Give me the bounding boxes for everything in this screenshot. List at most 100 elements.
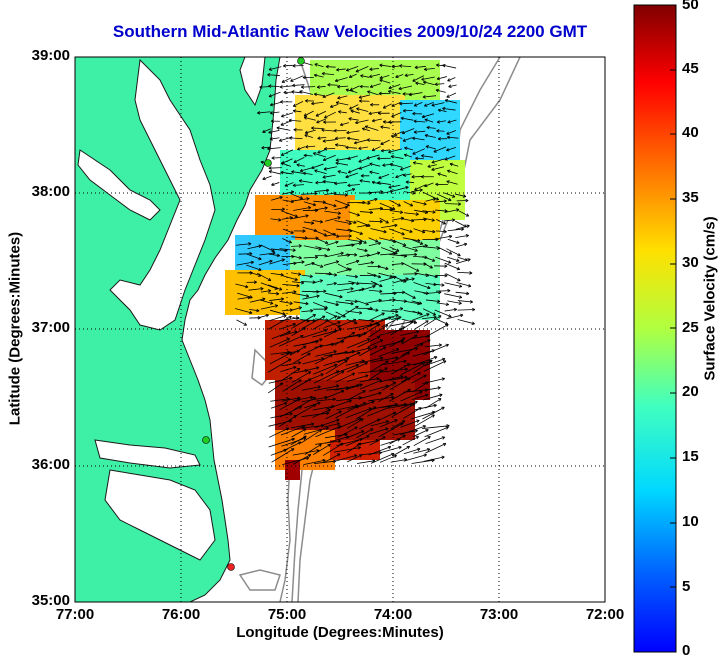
velocity-arrow-head	[369, 407, 372, 411]
velocity-arrow	[345, 89, 358, 94]
velocity-arrow-head	[434, 356, 438, 360]
velocity-arrow	[325, 233, 336, 237]
velocity-arrow	[380, 446, 402, 453]
velocity-arrow-head	[346, 357, 350, 361]
velocity-arrow	[400, 362, 426, 375]
velocity-arrow	[282, 283, 300, 287]
velocity-arrow-head	[357, 334, 361, 338]
velocity-arrow-head	[304, 134, 308, 136]
velocity-arrow-head	[430, 360, 433, 364]
velocity-arrow-head	[414, 273, 418, 276]
velocity-arrow-head	[356, 107, 360, 109]
velocity-arrow	[380, 368, 408, 373]
velocity-arrow-head	[351, 244, 355, 247]
velocity-arrow	[314, 74, 324, 78]
velocity-arrow	[448, 84, 457, 88]
velocity-arrow	[334, 206, 348, 211]
velocity-arrow	[293, 207, 311, 211]
velocity-arrow-head	[366, 254, 370, 258]
velocity-arrow-head	[348, 267, 352, 270]
velocity-arrow-head	[395, 251, 398, 254]
velocity-arrow	[414, 65, 426, 69]
velocity-arrow-head	[379, 206, 383, 209]
velocity-arrow	[279, 248, 296, 251]
velocity-arrow	[269, 170, 282, 175]
colorbar-tick-label: 40	[682, 124, 699, 141]
velocity-arrow-head	[314, 63, 318, 67]
velocity-arrow-head	[466, 213, 470, 217]
velocity-arrow	[359, 211, 373, 213]
velocity-arrow	[312, 220, 323, 223]
velocity-arrow	[304, 117, 316, 121]
velocity-arrow	[292, 404, 317, 418]
velocity-arrow-head	[379, 291, 383, 294]
velocity-arrow-head	[436, 76, 440, 80]
velocity-arrow	[431, 158, 445, 163]
velocity-arrow-head	[249, 271, 253, 274]
velocity-arrow-head	[334, 350, 337, 354]
velocity-arrow-head	[268, 67, 272, 70]
velocity-arrow-head	[399, 307, 404, 309]
velocity-arrow-head	[268, 290, 272, 293]
velocity-arrow-head	[248, 242, 252, 245]
velocity-arrow-head	[328, 271, 332, 275]
velocity-arrow-head	[276, 255, 280, 258]
velocity-arrow-head	[289, 240, 292, 244]
velocity-arrow-head	[448, 197, 452, 201]
velocity-arrow	[367, 367, 388, 381]
velocity-arrow	[388, 184, 401, 188]
velocity-arrow-head	[288, 137, 292, 140]
x-tick-label: 74:00	[373, 606, 413, 623]
velocity-arrow-head	[405, 181, 409, 184]
velocity-arrow-head	[426, 320, 429, 324]
velocity-arrow-head	[320, 219, 323, 223]
velocity-arrow	[290, 75, 304, 82]
velocity-arrow	[347, 228, 363, 235]
velocity-arrow-head	[305, 146, 309, 149]
y-tick-label: 38:00	[31, 183, 70, 200]
velocity-arrow-head	[281, 114, 284, 117]
velocity-arrow-head	[298, 441, 302, 445]
velocity-arrow-head	[314, 63, 318, 65]
velocity-arrow-head	[326, 249, 331, 252]
velocity-arrow	[327, 84, 338, 86]
velocity-arrow-head	[398, 203, 401, 207]
velocity-arrow-head	[444, 157, 448, 160]
velocity-arrow	[413, 282, 431, 289]
velocity-arrow-head	[262, 297, 266, 300]
velocity-arrow-head	[414, 67, 418, 70]
velocity-arrow	[279, 85, 294, 88]
velocity-arrow	[411, 176, 423, 178]
velocity-arrow	[390, 403, 413, 409]
velocity-arrow-head	[333, 281, 337, 284]
velocity-arrow	[334, 454, 357, 462]
velocity-arrow-head	[302, 77, 306, 80]
velocity-arrow-head	[371, 428, 374, 432]
velocity-arrow-head	[304, 134, 308, 138]
velocity-arrow	[258, 260, 273, 266]
velocity-arrow-head	[316, 294, 320, 297]
velocity-arrow-head	[404, 299, 407, 302]
velocity-arrow	[257, 111, 271, 114]
velocity-arrow-head	[448, 260, 452, 263]
velocity-arrow	[379, 217, 389, 224]
velocity-arrow	[304, 373, 324, 382]
velocity-arrow-head	[417, 238, 421, 242]
velocity-arrow	[302, 226, 317, 232]
velocity-arrow-head	[283, 314, 287, 316]
velocity-arrow-head	[280, 162, 284, 166]
velocity-arrow-head	[443, 221, 446, 225]
velocity-arrow-head	[432, 197, 436, 200]
velocity-arrow	[301, 281, 316, 283]
velocity-arrow	[281, 362, 301, 367]
velocity-arrow-head	[447, 288, 451, 291]
velocity-arrow-head	[344, 194, 348, 197]
velocity-arrow-head	[319, 338, 323, 340]
velocity-arrow-head	[301, 86, 305, 89]
velocity-arrow	[336, 228, 353, 232]
velocity-arrow	[335, 144, 347, 147]
velocity-arrow-head	[313, 202, 317, 206]
velocity-arrow	[299, 180, 313, 184]
velocity-arrow-head	[297, 361, 301, 363]
velocity-arrow-head	[431, 162, 435, 164]
